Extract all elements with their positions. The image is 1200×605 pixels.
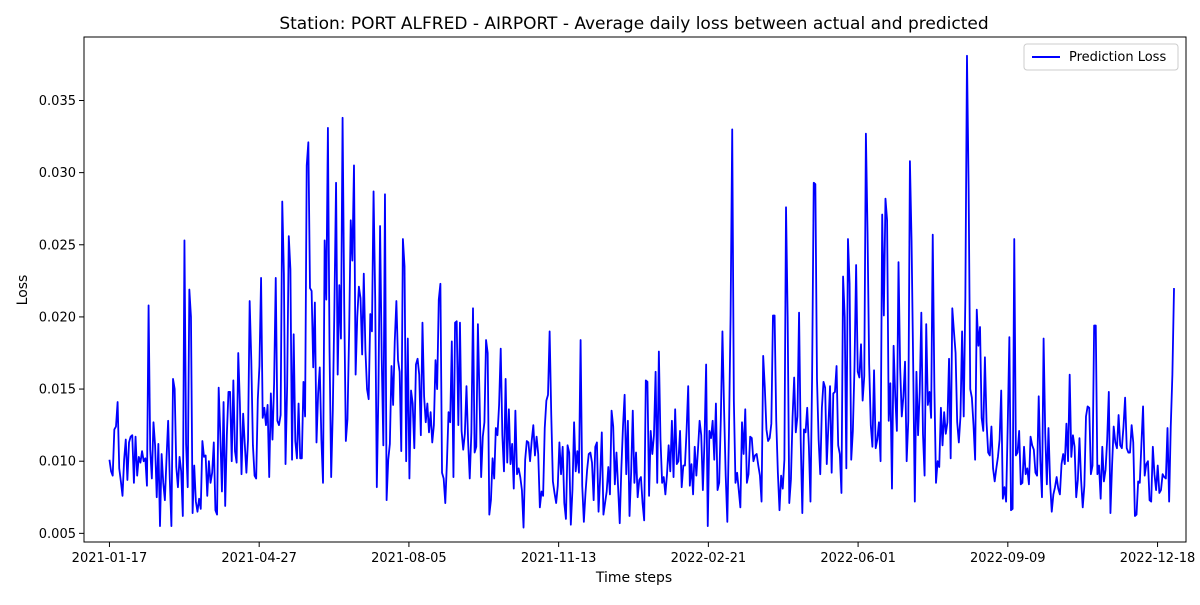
y-axis-label: Loss [15,275,31,306]
x-tick-label: 2022-09-09 [970,551,1046,566]
y-axis: 0.005 0.010 0.015 0.020 0.025 0.030 0.035 [39,94,84,542]
chart-title: Station: PORT ALFRED - AIRPORT - Average… [279,14,988,34]
y-tick-label: 0.035 [39,94,76,109]
y-tick-label: 0.010 [39,455,76,470]
x-tick-label: 2022-06-01 [820,551,896,566]
legend-label-prediction-loss: Prediction Loss [1069,50,1166,65]
series-layer [108,54,1175,529]
x-tick-label: 2021-08-05 [371,551,447,566]
legend: Prediction Loss [1023,43,1179,71]
y-tick-label: 0.030 [39,166,76,181]
x-tick-label: 2022-02-21 [671,551,747,566]
x-axis-label: Time steps [595,570,672,586]
plot-area-frame [83,36,1187,543]
y-tick-label: 0.025 [39,238,76,253]
y-tick-label: 0.005 [39,527,76,542]
y-tick-label: 0.020 [39,310,76,325]
x-tick-label: 2021-11-13 [521,551,597,566]
legend-box [1023,43,1179,71]
x-tick-label: 2021-01-17 [72,551,148,566]
x-tick-label: 2022-12-18 [1120,551,1196,566]
x-axis: 2021-01-17 2021-04-27 2021-08-05 2021-11-13… [72,542,1196,566]
series-line-0 [108,54,1175,529]
x-tick-label: 2021-04-27 [221,551,297,566]
y-tick-label: 0.015 [39,383,76,398]
